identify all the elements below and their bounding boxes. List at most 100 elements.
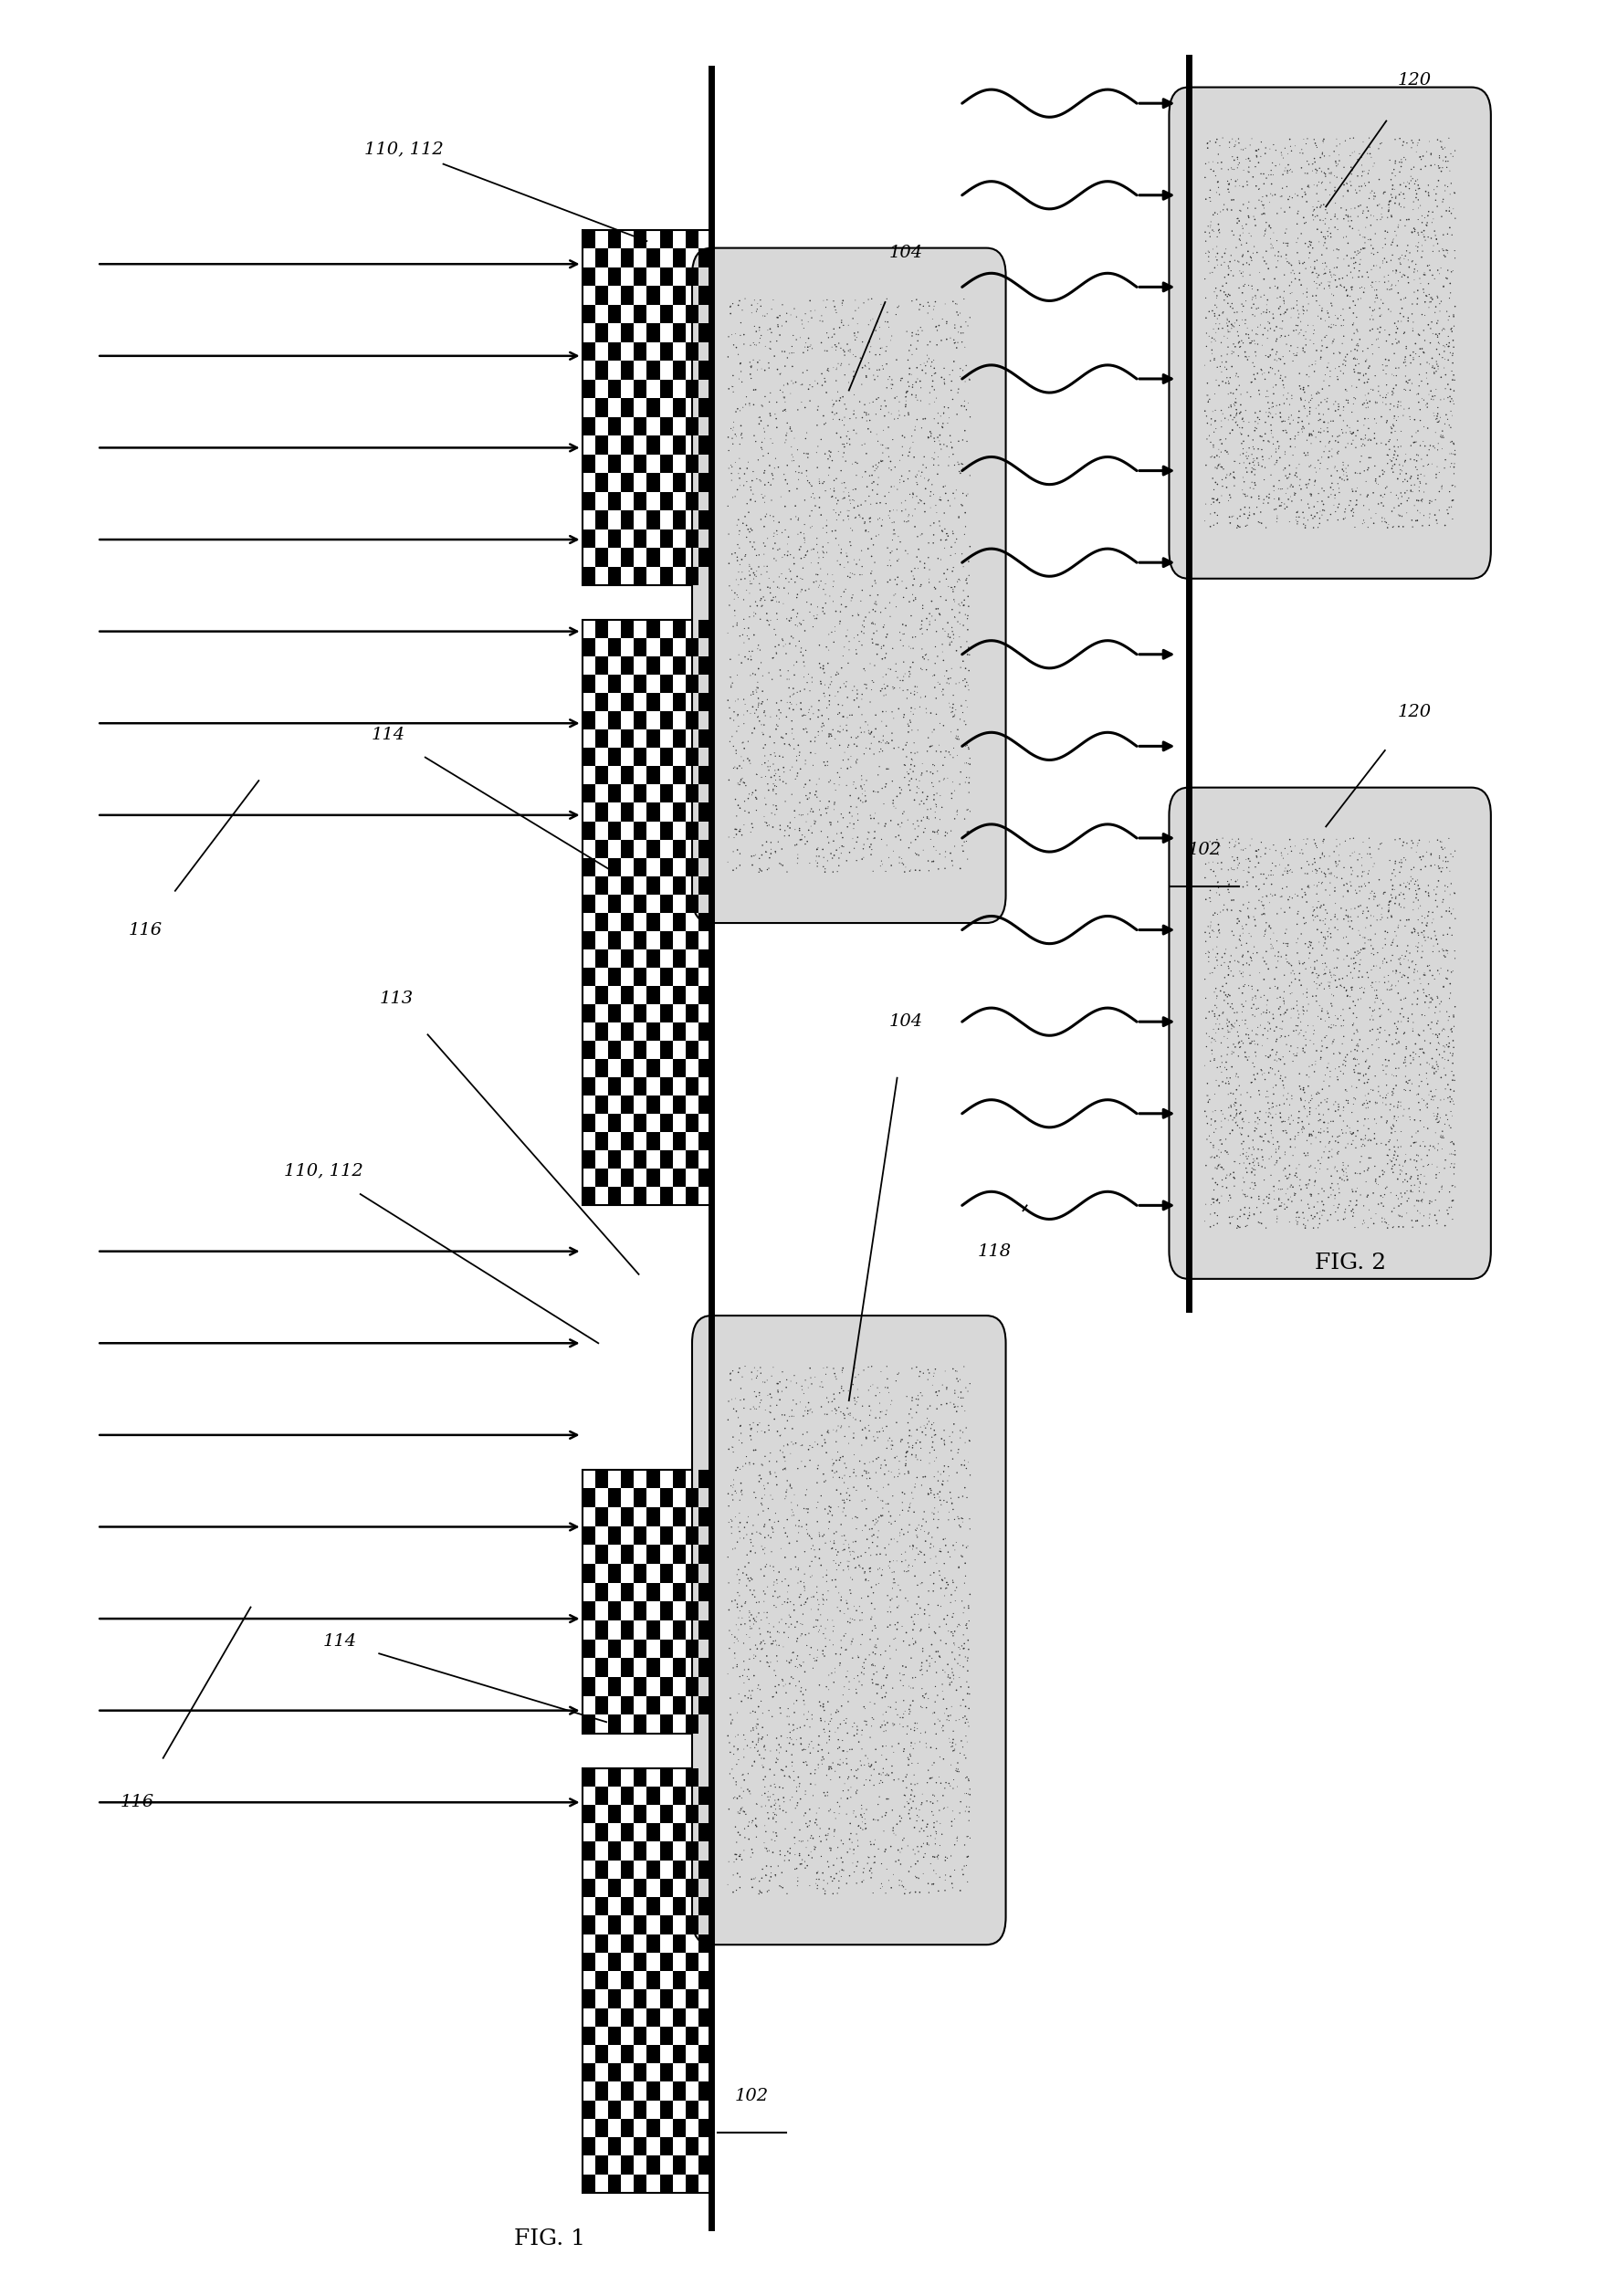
- Point: [1379, 1111, 1405, 1148]
- Point: [734, 519, 760, 556]
- Point: [1413, 133, 1439, 170]
- Point: [922, 1745, 948, 1782]
- Point: [946, 1430, 972, 1467]
- Point: [1400, 340, 1426, 377]
- Point: [1340, 282, 1366, 319]
- Point: [914, 781, 939, 817]
- Point: [810, 1580, 836, 1616]
- Point: [791, 712, 817, 748]
- Point: [899, 282, 925, 319]
- Point: [831, 574, 857, 611]
- Point: [852, 771, 878, 808]
- Point: [1276, 1159, 1302, 1196]
- Point: [957, 1366, 983, 1403]
- Point: [852, 599, 878, 636]
- Point: [872, 1713, 897, 1750]
- Point: [1264, 498, 1290, 535]
- Point: [1355, 1088, 1381, 1125]
- Point: [841, 1795, 867, 1832]
- Point: [1269, 1003, 1295, 1040]
- Point: [763, 712, 789, 748]
- Point: [1402, 487, 1428, 523]
- Point: [1358, 1139, 1384, 1176]
- Point: [841, 1534, 867, 1570]
- Point: [1263, 388, 1289, 425]
- Point: [834, 413, 860, 450]
- Point: [804, 1864, 830, 1901]
- Point: [852, 1561, 878, 1598]
- Point: [1219, 914, 1245, 951]
- Point: [902, 675, 928, 712]
- Point: [1287, 955, 1313, 992]
- Point: [1358, 501, 1384, 537]
- Bar: [686, 379, 699, 397]
- Point: [1232, 1006, 1258, 1042]
- Point: [815, 790, 841, 827]
- Point: [1298, 425, 1324, 461]
- Point: [925, 850, 951, 886]
- Point: [896, 652, 922, 689]
- Point: [831, 666, 857, 703]
- Point: [1210, 425, 1235, 461]
- Point: [1429, 831, 1455, 868]
- Point: [720, 448, 745, 484]
- Point: [797, 1391, 823, 1428]
- Point: [805, 845, 831, 882]
- Point: [1416, 976, 1442, 1013]
- Point: [1386, 507, 1412, 544]
- Point: [828, 1823, 854, 1860]
- Point: [880, 629, 906, 666]
- Point: [876, 838, 902, 875]
- Point: [899, 1773, 925, 1809]
- Point: [768, 657, 794, 693]
- Point: [956, 765, 982, 801]
- Point: [741, 1713, 766, 1750]
- Point: [912, 810, 938, 847]
- Point: [872, 808, 897, 845]
- Point: [1355, 452, 1381, 489]
- Point: [1268, 342, 1294, 379]
- Point: [823, 677, 849, 714]
- Point: [954, 1529, 980, 1566]
- Point: [930, 404, 956, 441]
- Point: [737, 1642, 763, 1678]
- Point: [1334, 457, 1360, 494]
- Point: [1297, 418, 1323, 455]
- Point: [1431, 932, 1457, 969]
- Bar: [673, 840, 686, 859]
- Point: [1434, 1102, 1460, 1139]
- Point: [734, 572, 760, 608]
- Point: [920, 1357, 946, 1394]
- Point: [1231, 131, 1256, 168]
- Point: [1404, 872, 1429, 909]
- Point: [1248, 1148, 1274, 1185]
- Bar: [634, 2027, 647, 2046]
- Point: [1234, 225, 1260, 262]
- Point: [1247, 1077, 1273, 1114]
- Point: [1227, 1029, 1253, 1065]
- Point: [747, 1515, 773, 1552]
- Point: [914, 799, 939, 836]
- Point: [1397, 934, 1423, 971]
- Point: [956, 1621, 982, 1658]
- Point: [915, 461, 941, 498]
- Point: [930, 1708, 956, 1745]
- Point: [757, 806, 783, 843]
- Point: [1242, 333, 1268, 370]
- Point: [896, 434, 922, 471]
- Point: [736, 1754, 762, 1791]
- Point: [1245, 1017, 1271, 1054]
- Point: [1368, 124, 1394, 161]
- Point: [1226, 124, 1252, 161]
- Point: [826, 1375, 852, 1412]
- Point: [750, 579, 776, 615]
- Point: [1441, 891, 1467, 928]
- Point: [857, 1550, 883, 1587]
- Point: [755, 682, 781, 719]
- Point: [1425, 505, 1450, 542]
- Point: [883, 1844, 909, 1880]
- Point: [750, 1573, 776, 1609]
- Point: [1347, 836, 1373, 872]
- Point: [776, 1568, 802, 1605]
- Point: [859, 487, 884, 523]
